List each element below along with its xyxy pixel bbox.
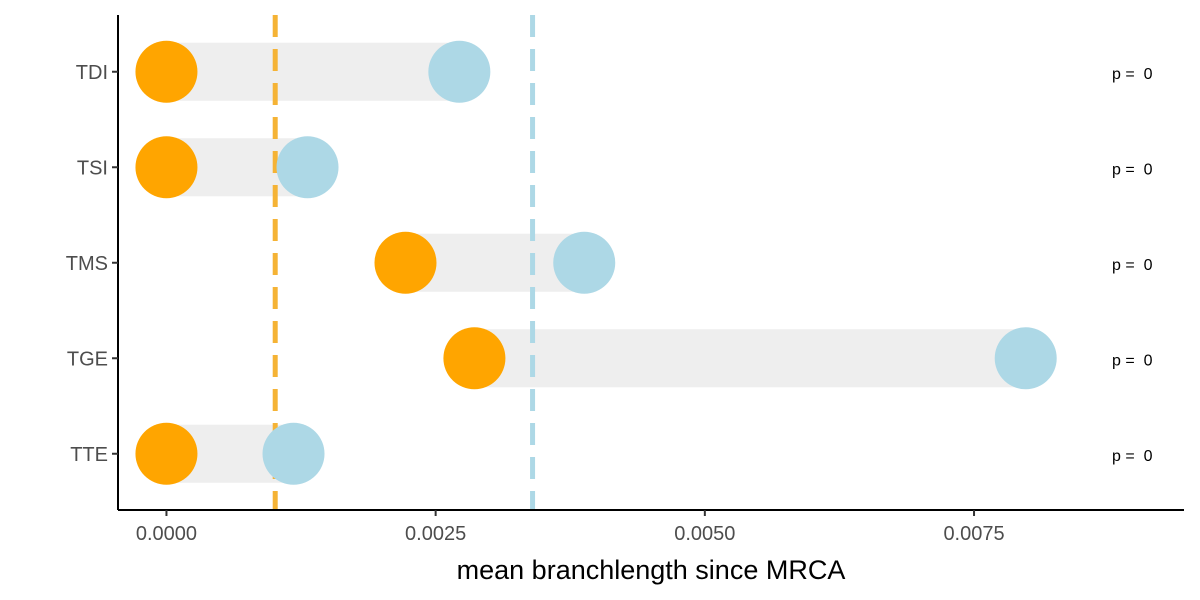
point-tms-series-2	[553, 231, 616, 294]
point-tte-series-1	[135, 422, 198, 485]
y-tick-label-tms: TMS	[66, 253, 108, 275]
point-tsi-series-1	[135, 136, 198, 199]
x-tick-label-3: 0.0050	[674, 523, 735, 545]
point-tge-series-1	[443, 327, 506, 390]
point-tdi-series-1	[135, 40, 198, 103]
y-tick-label-tte: TTE	[70, 444, 108, 466]
x-ticks-layer: 0.0000 0.0025 0.0050 0.0075	[136, 510, 1005, 545]
y-ticks-layer: TDI TSI TMS TGE TTE	[66, 62, 118, 466]
segment-tdi	[166, 42, 460, 101]
p-value-tsi: p = 0	[1112, 161, 1153, 178]
y-tick-label-tge: TGE	[67, 348, 108, 370]
points-layer	[135, 40, 1057, 485]
point-tte-series-2	[262, 422, 325, 485]
p-value-tge: p = 0	[1112, 352, 1153, 369]
p-value-tms: p = 0	[1112, 257, 1153, 274]
segment-tge	[474, 329, 1026, 388]
point-tdi-series-2	[428, 40, 491, 103]
x-tick-label-1: 0.0000	[136, 523, 197, 545]
annotations-layer: p = 0 p = 0 p = 0 p = 0 p = 0	[1112, 66, 1153, 465]
point-tms-series-1	[374, 231, 437, 294]
reference-lines-layer	[272, 15, 536, 510]
x-tick-label-2: 0.0025	[405, 523, 466, 545]
y-tick-label-tsi: TSI	[77, 157, 108, 179]
point-tge-series-2	[994, 327, 1057, 390]
x-tick-label-4: 0.0075	[943, 523, 1004, 545]
p-value-tte: p = 0	[1112, 448, 1153, 465]
y-tick-label-tdi: TDI	[76, 62, 108, 84]
p-value-tdi: p = 0	[1112, 66, 1153, 83]
x-axis-title: mean branchlength since MRCA	[457, 555, 846, 585]
point-tsi-series-2	[276, 136, 339, 199]
